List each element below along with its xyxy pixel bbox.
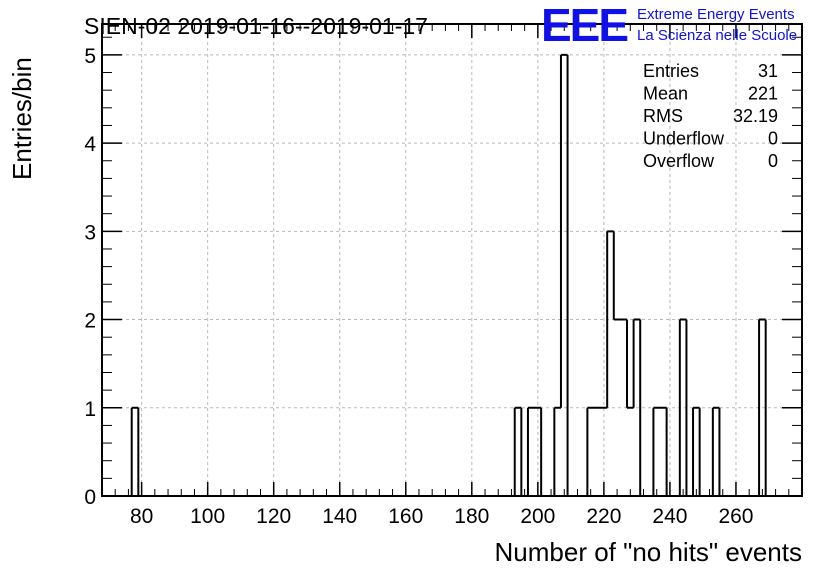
y-tick-label: 4 [84,133,96,156]
y-axis-title: Entries/bin [7,57,37,180]
grid-lines [102,24,802,496]
histogram-bin [627,408,634,496]
x-tick-label: 160 [388,505,423,528]
stats-value: 32.19 [733,106,778,126]
logo-line-2: La Scienza nelle Scuole [637,27,797,44]
x-axis-title: Number of "no hits" events [495,537,803,567]
stats-value: 0 [768,129,778,149]
y-tick-label: 2 [84,310,96,333]
x-tick-label: 100 [190,505,225,528]
y-tick-label: 3 [84,221,96,244]
x-tick-label: 240 [652,505,687,528]
stats-label: Mean [643,84,688,104]
x-tick-label: 220 [586,505,621,528]
stats-value: 221 [748,84,778,104]
x-tick-label: 180 [454,505,489,528]
x-tick-label: 260 [718,505,753,528]
stats-label: RMS [643,106,683,126]
logo-line-1: Extreme Energy Events [637,6,795,23]
plot-frame [101,23,803,497]
y-tick-label: 1 [84,398,96,421]
stats-value: 31 [758,61,778,81]
x-tick-label: 120 [256,505,291,528]
x-tick-label: 200 [520,505,555,528]
chart-title: SIEN-02 2019-01-16--2019-01-17 [84,13,428,39]
stats-box: Entries 31 Mean 221 RMS 32.19 Underflow 0 Overfl… [643,61,778,171]
stats-label: Overflow [643,151,715,171]
stats-label: Entries [643,61,699,81]
histogram-bin [594,408,601,496]
x-tick-label: 80 [130,505,153,528]
axis-ticks: 80 100 120 140 160 180 200 220 240 260 0 1 2 3 4 5 [84,24,802,528]
histogram-outline [130,53,767,496]
x-tick-label: 140 [322,505,357,528]
y-tick-label: 0 [84,486,96,509]
y-tick-label: 5 [84,45,96,68]
stats-label: Underflow [643,129,725,149]
stats-value: 0 [768,151,778,171]
eee-logo-mark: EEE [541,0,627,51]
